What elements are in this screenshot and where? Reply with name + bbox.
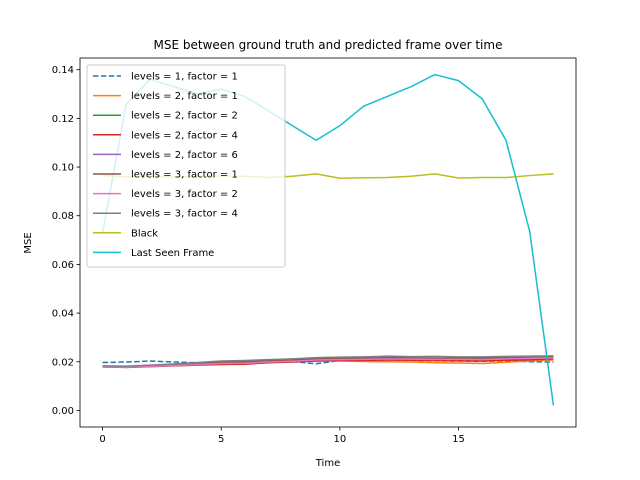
x-tick-label-2: 10 bbox=[333, 434, 346, 445]
series-line-7 bbox=[102, 355, 554, 367]
legend-label-2: levels = 2, factor = 2 bbox=[131, 111, 238, 122]
legend-label-0: levels = 1, factor = 1 bbox=[131, 72, 238, 83]
y-tick-label-5: 0.10 bbox=[52, 163, 74, 174]
legend: levels = 1, factor = 1 levels = 2, factor… bbox=[86, 64, 286, 268]
y-tick-label-4: 0.08 bbox=[52, 211, 74, 222]
legend-label-4: levels = 2, factor = 6 bbox=[131, 150, 238, 161]
legend-label-6: levels = 3, factor = 2 bbox=[131, 189, 238, 200]
legend-label-5: levels = 3, factor = 1 bbox=[131, 170, 238, 181]
legend-box bbox=[86, 64, 286, 268]
legend-label-8: Black bbox=[131, 228, 158, 239]
legend-label-7: levels = 3, factor = 4 bbox=[131, 209, 238, 220]
y-tick-label-7: 0.14 bbox=[52, 65, 74, 76]
legend-label-9: Last Seen Frame bbox=[131, 248, 214, 259]
y-tick-label-1: 0.02 bbox=[52, 357, 74, 368]
y-tick-label-0: 0.00 bbox=[52, 406, 74, 417]
legend-label-3: levels = 2, factor = 4 bbox=[131, 130, 238, 141]
y-tick-label-6: 0.12 bbox=[52, 114, 74, 125]
x-tick-label-3: 15 bbox=[452, 434, 465, 445]
x-tick-label-0: 0 bbox=[99, 434, 105, 445]
x-tick-label-1: 5 bbox=[218, 434, 224, 445]
legend-label-1: levels = 2, factor = 1 bbox=[131, 91, 238, 102]
y-tick-label-2: 0.04 bbox=[52, 309, 74, 320]
chart-title: MSE between ground truth and predicted f… bbox=[154, 38, 503, 52]
y-axis-label: MSE bbox=[23, 232, 34, 253]
axes-frame bbox=[79, 57, 577, 428]
series-line-6 bbox=[102, 357, 554, 368]
y-tick-label-3: 0.06 bbox=[52, 260, 74, 271]
x-axis-label: Time bbox=[315, 458, 340, 469]
series-line-5 bbox=[102, 356, 554, 368]
